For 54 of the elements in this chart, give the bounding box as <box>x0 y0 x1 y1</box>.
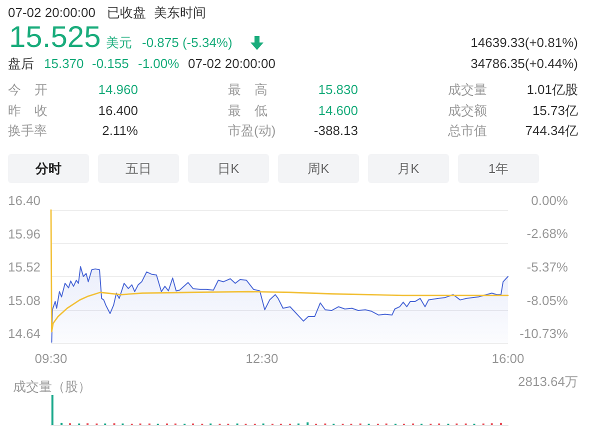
tab-button: 分时 <box>8 154 89 183</box>
y-tick-label: 16.40 <box>8 193 41 208</box>
x-tick-label: 09:30 <box>34 351 68 366</box>
text: -1.00% <box>138 56 180 72</box>
text: 744.34亿 <box>525 123 578 140</box>
text: 市盈(动) <box>228 123 276 140</box>
y2-tick-label: -2.68% <box>526 226 568 242</box>
text: 今 开 <box>8 82 48 98</box>
text: 15.525 <box>9 20 101 56</box>
text: 已收盘 <box>107 5 146 22</box>
text: 15.830 <box>318 82 358 98</box>
text: 最 高 <box>228 82 268 98</box>
text: 07-02 20:00:00 <box>188 56 276 72</box>
text: 16.400 <box>98 103 138 120</box>
tab-button: 周K <box>278 154 359 183</box>
y-tick-label: 15.08 <box>8 292 41 308</box>
text: 1.01亿股 <box>526 82 578 98</box>
y2-tick-label: -5.37% <box>526 260 568 275</box>
text: 昨 收 <box>8 103 48 120</box>
text: 14.960 <box>98 82 138 98</box>
y2-tick-label: 0.00% <box>531 193 568 208</box>
bar <box>306 422 309 425</box>
y-tick-label: 15.96 <box>8 226 41 242</box>
text: 盘后 <box>8 56 34 72</box>
text: 2813.64万 <box>518 374 578 389</box>
text: 成交量 <box>448 82 487 98</box>
text: 07-02 20:00:00 <box>8 5 96 22</box>
y-tick-label: 14.64 <box>8 326 41 341</box>
tab-button: 1年 <box>458 154 539 183</box>
x-tick-label: 16:00 <box>492 351 524 366</box>
text: 15.73亿 <box>532 103 578 120</box>
chart-title: 成交量（股） <box>13 379 91 394</box>
text: 换手率 <box>8 123 47 140</box>
text: 成交额 <box>448 103 487 120</box>
tab-button: 五日 <box>98 154 179 183</box>
text: 2.11% <box>102 123 138 140</box>
bar <box>51 395 54 425</box>
y2-tick-label: -10.73% <box>520 326 568 341</box>
text: 15.370 <box>44 56 84 72</box>
x-tick-label: 12:30 <box>246 351 278 366</box>
tab-button: 月K <box>368 154 449 183</box>
y2-tick-label: -8.05% <box>526 292 568 308</box>
text: 美东时间 <box>154 5 206 22</box>
text: 最 低 <box>228 103 268 120</box>
text: 34786.35(+0.44%) <box>470 56 578 72</box>
text: -0.155 <box>92 56 129 72</box>
text: -0.875 (-5.34%) <box>142 35 232 52</box>
tab-button: 日K <box>188 154 269 183</box>
text: 总市值 <box>448 123 487 140</box>
y-tick-label: 15.52 <box>8 260 41 274</box>
text: 14639.33(+0.81%) <box>470 35 578 52</box>
text: -388.13 <box>314 123 358 140</box>
text: 美元 <box>106 35 132 52</box>
text: 14.600 <box>318 103 358 120</box>
